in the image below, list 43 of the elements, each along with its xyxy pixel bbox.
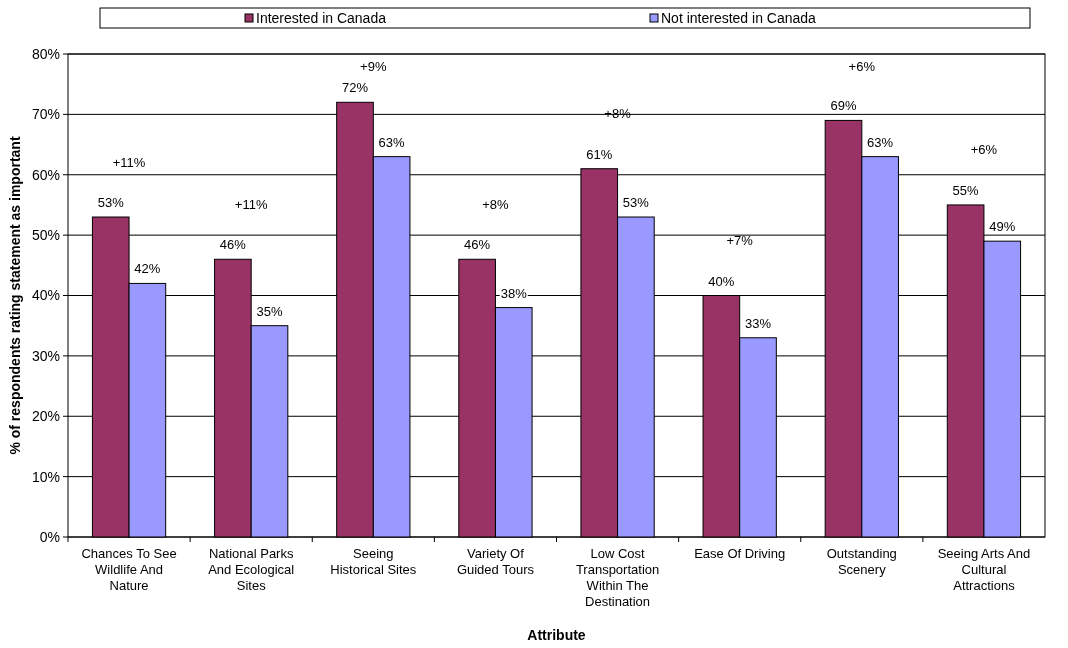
data-label: 33%: [744, 315, 772, 331]
x-tick-label: Seeing Arts And Cultural Attractions: [937, 546, 1031, 593]
data-label: 53%: [622, 195, 650, 211]
data-label: 46%: [464, 237, 491, 253]
data-label: 72%: [341, 80, 369, 96]
data-label: 49%: [989, 219, 1016, 235]
data-label: 61%: [586, 146, 613, 162]
data-label: 35%: [256, 303, 283, 319]
x-tick-label: Variety Of Guided Tours: [456, 546, 535, 577]
x-tick-label: Low Cost Transportation Within The Destination: [575, 546, 660, 609]
y-tick-label: 10%: [31, 468, 60, 485]
annotation: +7%: [726, 233, 754, 249]
y-tick-label: 40%: [31, 287, 60, 304]
x-axis-title: Attribute: [527, 627, 586, 643]
y-axis-title: % of respondents rating statement as important: [7, 136, 23, 455]
x-tick-label: Ease Of Driving: [694, 546, 786, 561]
data-label: 40%: [708, 273, 735, 289]
data-label: 55%: [952, 182, 980, 198]
y-tick-label: 50%: [31, 227, 60, 244]
annotation: +6%: [970, 142, 998, 158]
annotation: +6%: [848, 58, 876, 74]
x-tick-label: Outstanding Scenery: [826, 546, 897, 577]
annotation: +11%: [234, 196, 268, 212]
y-tick-label: 20%: [31, 408, 60, 425]
x-tick-label: Chances To See Wildlife And Nature: [81, 546, 177, 593]
y-tick-label: 70%: [31, 106, 60, 123]
legend-label: Not interested in Canada: [661, 10, 817, 26]
annotation: +9%: [360, 58, 387, 74]
x-tick-label: Seeing Historical Sites: [330, 546, 417, 577]
data-label: 63%: [378, 134, 406, 150]
y-tick-label: 80%: [31, 45, 60, 62]
legend-label: Interested in Canada: [256, 10, 387, 26]
annotation: +11%: [112, 154, 146, 170]
x-tick-label: National Parks And Ecological Sites: [208, 546, 295, 593]
data-label: 53%: [97, 195, 125, 211]
y-tick-label: 30%: [31, 347, 60, 364]
data-label: 42%: [134, 261, 161, 277]
y-tick-label: 60%: [31, 166, 60, 183]
data-label: 46%: [219, 237, 247, 253]
data-label: 69%: [830, 98, 857, 114]
data-label: 63%: [867, 134, 894, 150]
y-tick-label: 0%: [39, 528, 60, 545]
annotation: +8%: [482, 196, 510, 212]
